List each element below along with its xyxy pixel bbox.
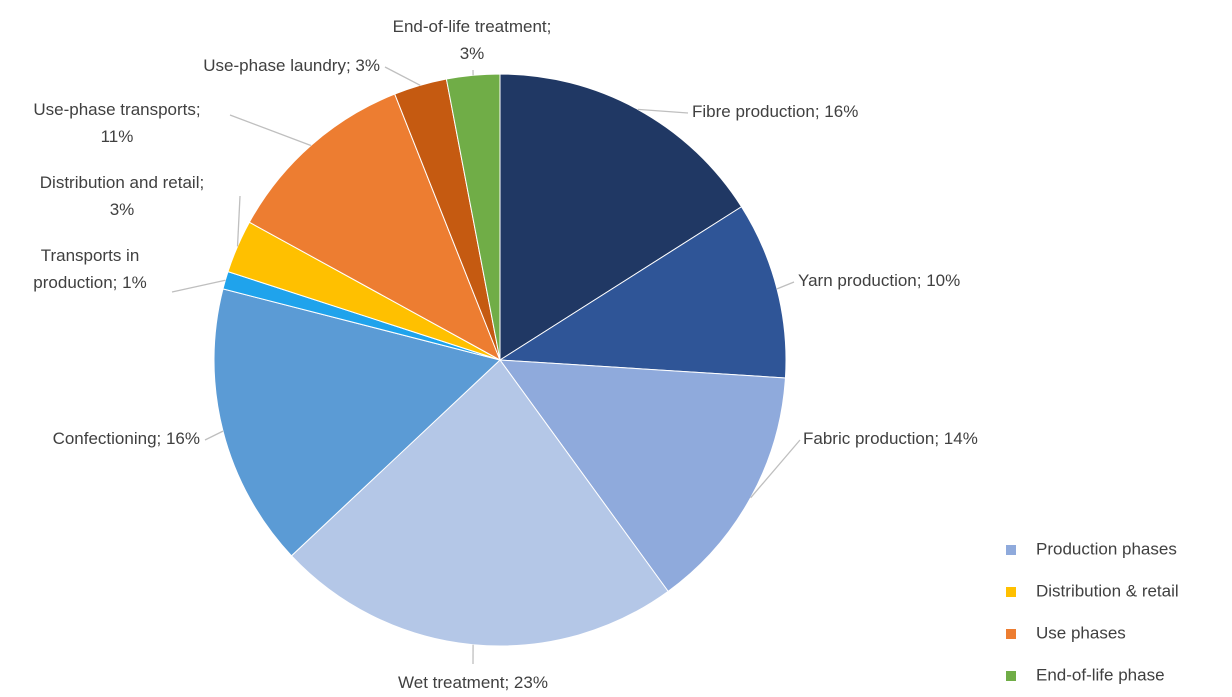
legend-label: Production phases — [1036, 539, 1177, 558]
data-label-line: 3% — [110, 200, 135, 219]
legend-label: Use phases — [1036, 623, 1126, 642]
legend-swatch — [1006, 671, 1016, 681]
data-label: Fibre production; 16% — [692, 102, 858, 121]
pie-slice — [499, 73, 743, 361]
leader-line — [637, 108, 689, 114]
data-label: Transports in production; 1% — [33, 246, 146, 292]
leader-line — [776, 281, 795, 290]
data-label-line: End-of-life treatment; — [393, 17, 552, 36]
data-label-line: Confectioning; 16% — [53, 429, 200, 448]
leader-line — [229, 114, 312, 147]
legend-swatch — [1006, 629, 1016, 639]
legend-swatch — [1006, 545, 1016, 555]
data-label: Wet treatment; 23% — [398, 673, 548, 692]
pie-slice — [498, 206, 787, 379]
pie-slice — [248, 93, 501, 362]
leader-line — [236, 195, 241, 247]
data-label: Yarn production; 10% — [798, 271, 960, 290]
leader-line — [384, 66, 421, 86]
legend-label: Distribution & retail — [1036, 581, 1179, 600]
pie-slice — [213, 288, 502, 557]
legend-swatch — [1006, 587, 1016, 597]
data-label-line: Transports in — [41, 246, 140, 265]
data-label-line: Distribution and retail; — [40, 173, 204, 192]
leader-line — [204, 430, 224, 441]
data-label: Fabric production; 14% — [803, 429, 978, 448]
data-label: End-of-life treatment; 3% — [393, 17, 552, 63]
data-label-line: Use-phase transports; — [33, 100, 200, 119]
data-label-line: Wet treatment; 23% — [398, 673, 548, 692]
data-label: Use-phase laundry; 3% — [203, 56, 380, 75]
data-label: Use-phase transports; 11% — [33, 100, 200, 146]
data-label: Distribution and retail; 3% — [40, 173, 204, 219]
leader-line — [750, 439, 801, 499]
data-label-line: 3% — [460, 44, 485, 63]
data-label-line: production; 1% — [33, 273, 146, 292]
data-label-line: Fabric production; 14% — [803, 429, 978, 448]
data-label-line: 11% — [101, 127, 134, 146]
data-label: Confectioning; 16% — [53, 429, 200, 448]
data-label-line: Yarn production; 10% — [798, 271, 960, 290]
legend-label: End-of-life phase — [1036, 665, 1165, 684]
pie-slice — [290, 359, 669, 647]
data-label-line: Use-phase laundry; 3% — [203, 56, 380, 75]
leader-line — [171, 279, 226, 293]
data-label-line: Fibre production; 16% — [692, 102, 858, 121]
